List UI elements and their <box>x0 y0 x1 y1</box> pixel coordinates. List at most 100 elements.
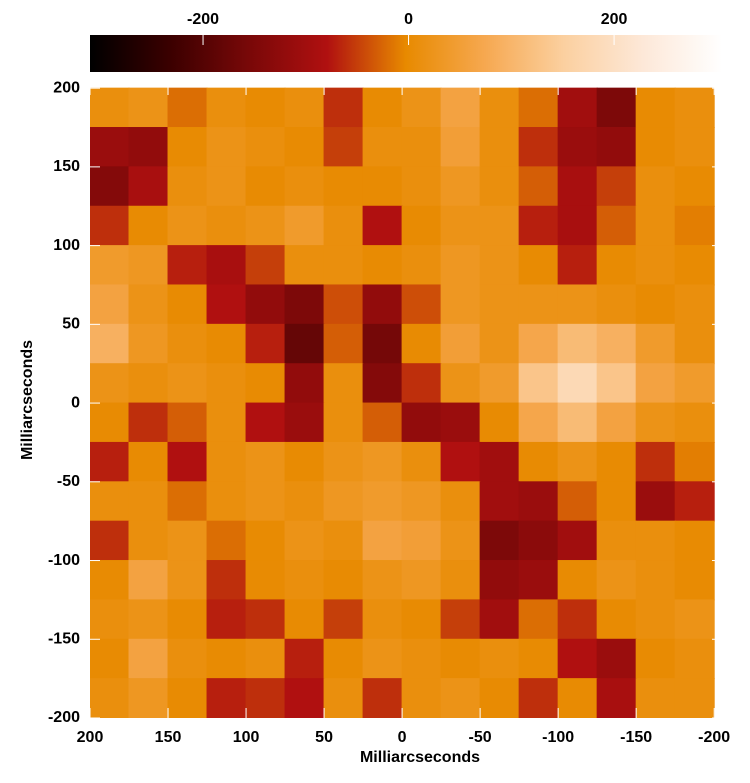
heatmap-cell <box>635 205 676 247</box>
heatmap-cell <box>167 402 208 443</box>
x-tick-label: 200 <box>77 729 104 746</box>
heatmap-cell <box>401 441 442 483</box>
heatmap-cell <box>479 363 520 404</box>
heatmap-cell <box>323 87 364 129</box>
heatmap-cell <box>128 560 169 601</box>
axes <box>89 85 722 719</box>
heatmap-cell <box>362 245 403 286</box>
heatmap-cell <box>596 638 637 680</box>
heatmap-cell <box>167 284 208 325</box>
heatmap <box>90 87 715 718</box>
colorbar-tick-label: 200 <box>601 11 628 28</box>
heatmap-cell <box>518 520 559 562</box>
x-tick-label: 50 <box>315 729 333 746</box>
heatmap-cell <box>90 560 130 601</box>
heatmap-cell <box>596 127 637 168</box>
heatmap-cell <box>128 402 169 443</box>
heatmap-cell <box>518 363 559 404</box>
heatmap-cell <box>206 166 247 207</box>
heatmap-cell <box>635 245 676 286</box>
heatmap-cell <box>401 87 442 129</box>
heatmap-cell <box>479 205 520 247</box>
heatmap-cell <box>284 166 325 207</box>
heatmap-cell <box>245 205 286 247</box>
heatmap-cell <box>284 638 325 680</box>
heatmap-cell <box>245 678 286 718</box>
heatmap-cell <box>596 481 637 522</box>
heatmap-cell <box>674 205 715 247</box>
heatmap-cell <box>401 205 442 247</box>
heatmap-cell <box>674 323 715 365</box>
heatmap-cell <box>557 284 598 325</box>
heatmap-cell <box>440 599 481 640</box>
heatmap-cell <box>90 599 130 640</box>
x-tick-label: 0 <box>398 729 407 746</box>
heatmap-cell <box>635 678 676 718</box>
heatmap-cell <box>557 323 598 365</box>
heatmap-cell <box>206 205 247 247</box>
heatmap-cell <box>674 638 715 680</box>
heatmap-cell <box>440 323 481 365</box>
heatmap-cell <box>206 441 247 483</box>
heatmap-cell <box>635 560 676 601</box>
heatmap-cell <box>557 363 598 404</box>
heatmap-cell <box>596 520 637 562</box>
heatmap-cell <box>362 481 403 522</box>
heatmap-cell <box>245 363 286 404</box>
heatmap-cell <box>284 284 325 325</box>
heatmap-cell <box>245 166 286 207</box>
heatmap-cell <box>518 402 559 443</box>
heatmap-cell <box>596 284 637 325</box>
x-tick-label: -200 <box>698 729 730 746</box>
y-tick-label: -100 <box>48 552 80 569</box>
heatmap-cell <box>206 599 247 640</box>
heatmap-cell <box>557 205 598 247</box>
heatmap-cell <box>128 638 169 680</box>
heatmap-cell <box>557 87 598 129</box>
y-axis-label: Milliarcseconds <box>19 340 36 460</box>
heatmap-cell <box>90 441 130 483</box>
y-tick-label: 50 <box>62 316 80 333</box>
y-tick-label: -200 <box>48 709 80 726</box>
heatmap-cell <box>674 166 715 207</box>
heatmap-cell <box>323 560 364 601</box>
heatmap-cell <box>557 638 598 680</box>
heatmap-cell <box>596 245 637 286</box>
heatmap-cell <box>674 402 715 443</box>
heatmap-cell <box>518 441 559 483</box>
x-tick-label: 150 <box>155 729 182 746</box>
heatmap-cell <box>90 481 130 522</box>
heatmap-cell <box>206 284 247 325</box>
x-tick-label: -50 <box>469 729 492 746</box>
heatmap-cell <box>167 363 208 404</box>
heatmap-cell <box>401 127 442 168</box>
heatmap-cell <box>440 402 481 443</box>
colorbar-tick-label: 0 <box>404 11 413 28</box>
y-tick-label: -150 <box>48 630 80 647</box>
heatmap-cell <box>362 402 403 443</box>
heatmap-cell <box>401 520 442 562</box>
heatmap-cell <box>90 678 130 718</box>
heatmap-cell <box>90 363 130 404</box>
heatmap-cell <box>440 87 481 129</box>
heatmap-cell <box>518 678 559 718</box>
heatmap-cell <box>479 245 520 286</box>
heatmap-cell <box>206 245 247 286</box>
colorbar-tick-label: -200 <box>187 11 219 28</box>
heatmap-cell <box>167 520 208 562</box>
heatmap-cell <box>635 363 676 404</box>
heatmap-cell <box>284 245 325 286</box>
heatmap-cell <box>479 402 520 443</box>
heatmap-cell <box>128 363 169 404</box>
heatmap-cell <box>479 638 520 680</box>
heatmap-cell <box>206 87 247 129</box>
heatmap-cell <box>128 87 169 129</box>
heatmap-cell <box>167 127 208 168</box>
heatmap-cell <box>128 323 169 365</box>
heatmap-cell <box>284 127 325 168</box>
heatmap-cell <box>401 638 442 680</box>
heatmap-cell <box>284 520 325 562</box>
heatmap-cell <box>323 205 364 247</box>
heatmap-cell <box>596 166 637 207</box>
heatmap-cell <box>401 363 442 404</box>
